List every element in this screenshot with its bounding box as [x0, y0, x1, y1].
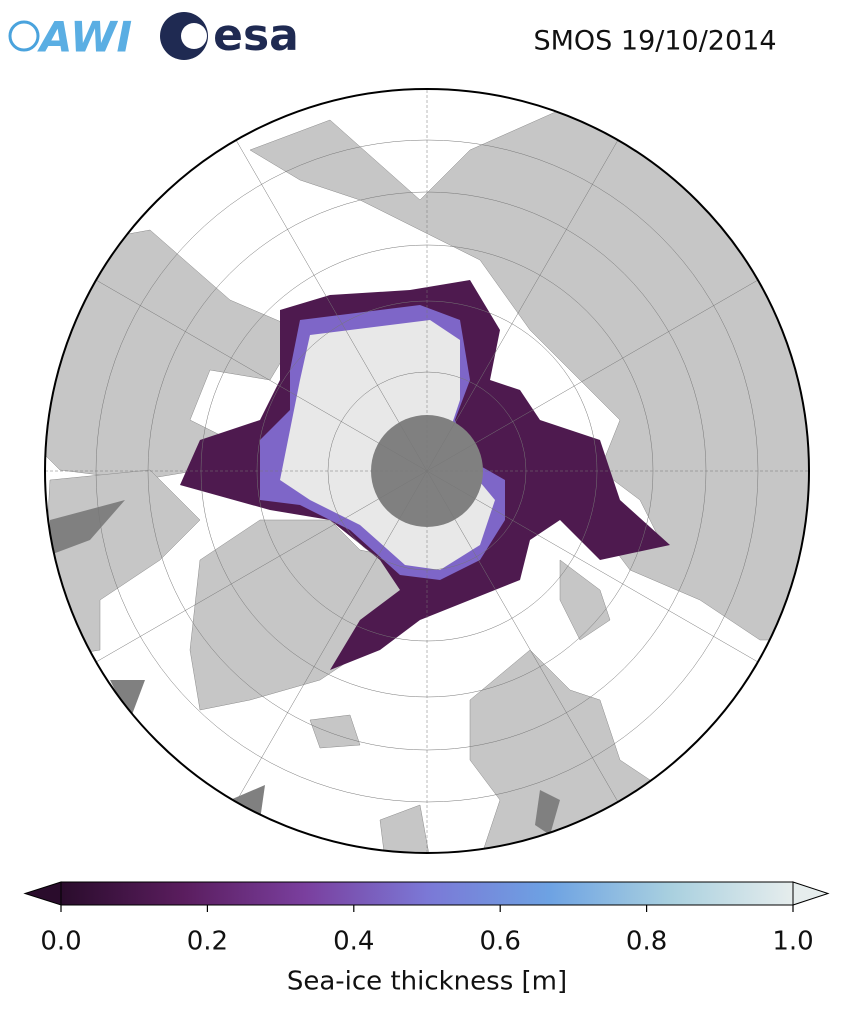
- colorbar-tick-label: 0.6: [480, 927, 521, 957]
- colorbar: Sea-ice thickness [m] 0.0 0.2 0.4 0.6 0.8 1.0: [23, 881, 830, 997]
- map: [45, 89, 809, 853]
- logo-text: esa: [213, 10, 299, 61]
- map-title: SMOS 19/10/2014: [533, 26, 776, 57]
- colorbar-extend-low: [23, 881, 62, 906]
- esa-logo: esa: [160, 10, 299, 61]
- colorbar-extend-high: [792, 881, 830, 906]
- colorbar-tick-label: 0.8: [626, 927, 667, 957]
- map-boundary: [44, 88, 810, 854]
- colorbar-label: Sea-ice thickness [m]: [287, 967, 567, 997]
- colorbar-tick-label: 0.2: [187, 927, 228, 957]
- awi-logo: AWI: [8, 13, 132, 62]
- colorbar-tick-label: 0.0: [40, 927, 81, 957]
- colorbar-ramp: [60, 881, 794, 906]
- colorbar-tick-label: 1.0: [772, 927, 813, 957]
- colorbar-tick-label: 0.4: [333, 927, 374, 957]
- logo-text: AWI: [37, 13, 132, 62]
